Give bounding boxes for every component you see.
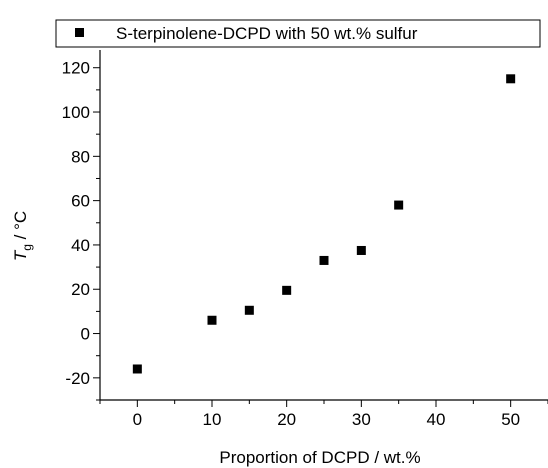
legend-box <box>55 19 541 48</box>
data-point <box>244 305 254 315</box>
y-axis-title: Tg / °C <box>11 211 34 261</box>
data-point <box>356 245 366 255</box>
y-tick-label: 20 <box>71 280 90 299</box>
ticks: 0 10 20 30 40 50 -20 0 20 40 60 80 100 120 <box>62 59 548 429</box>
data-point <box>394 200 404 210</box>
y-tick-label: 120 <box>62 59 90 78</box>
y-tick-label: 60 <box>71 192 90 211</box>
axes <box>99 50 548 401</box>
y-axis-title-main: T <box>11 249 30 261</box>
x-tick-label: 10 <box>203 410 222 429</box>
legend-label: S-terpinolene-DCPD with 50 wt.% sulfur <box>116 24 418 43</box>
x-tick-label: 20 <box>277 410 296 429</box>
y-axis-title-subscript: g <box>20 244 34 251</box>
y-axis-title-unit: / °C <box>11 211 30 244</box>
legend: S-terpinolene-DCPD with 50 wt.% sulfur <box>55 19 541 48</box>
y-tick-label: -20 <box>65 369 90 388</box>
x-tick-label: 0 <box>133 410 142 429</box>
data-point <box>207 315 217 325</box>
y-tick-label: 100 <box>62 103 90 122</box>
x-tick-label: 40 <box>427 410 446 429</box>
x-tick-label: 50 <box>501 410 520 429</box>
data-point <box>282 285 292 295</box>
legend-marker <box>75 28 84 37</box>
y-tick-label: 80 <box>71 147 90 166</box>
x-tick-label: 30 <box>352 410 371 429</box>
data-point <box>506 74 516 84</box>
x-axis-title: Proportion of DCPD / wt.% <box>219 448 420 467</box>
data-points <box>132 74 516 374</box>
y-tick-label: 0 <box>81 325 90 344</box>
data-point <box>319 255 329 265</box>
y-tick-label: 40 <box>71 236 90 255</box>
data-point <box>132 364 142 374</box>
